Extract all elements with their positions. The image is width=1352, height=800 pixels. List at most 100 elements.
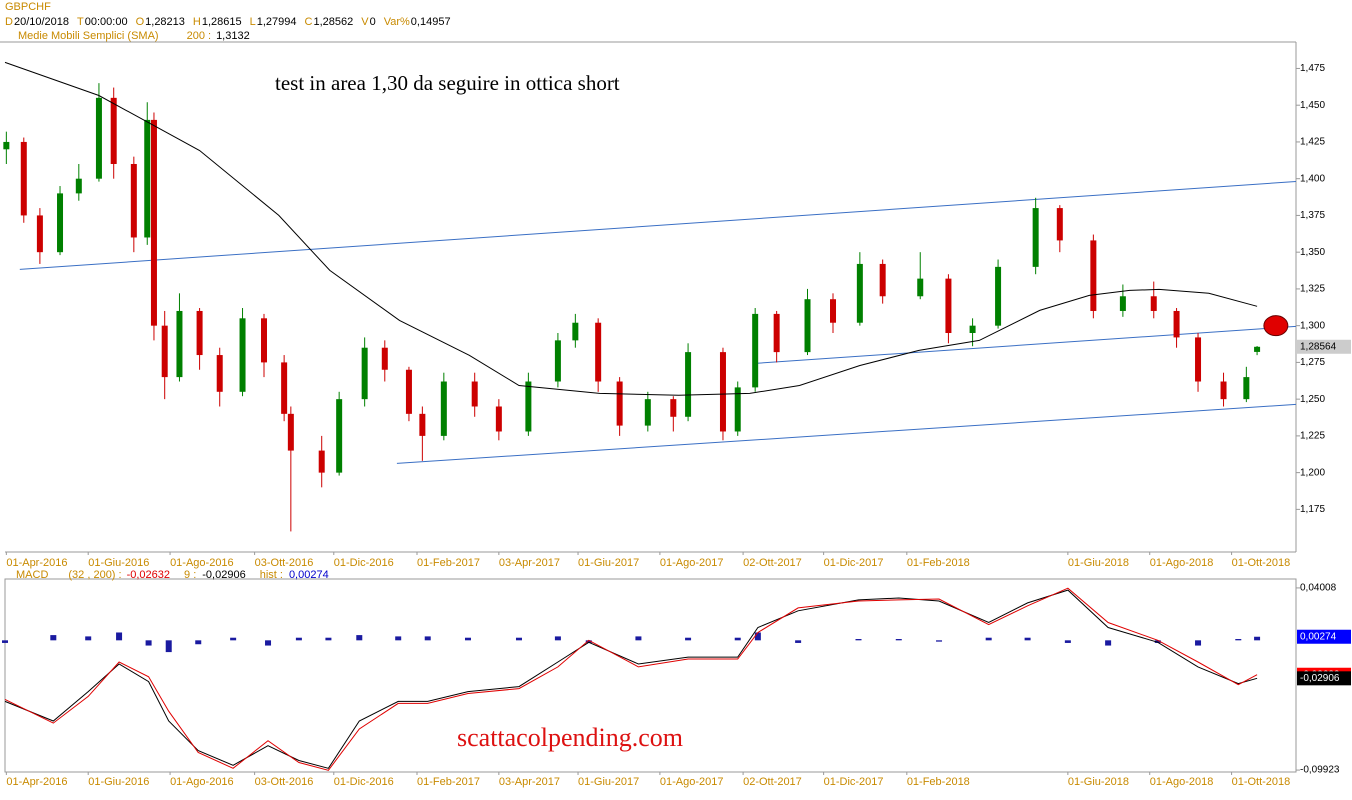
candle-body xyxy=(945,278,952,334)
candle-body xyxy=(405,369,412,414)
candle-body xyxy=(830,299,837,323)
candle-body xyxy=(1195,337,1202,382)
candle-body xyxy=(381,347,388,370)
info-label: V xyxy=(361,16,369,28)
candle-body xyxy=(856,263,863,323)
candle-body xyxy=(196,310,203,356)
x-tick-label: 01-Ott-2018 xyxy=(1232,557,1291,569)
indicator-label: Medie Mobili Semplici (SMA) xyxy=(18,30,159,42)
candle-body xyxy=(144,119,151,238)
value-box-label: -0,02906 xyxy=(1300,673,1340,684)
sma-line xyxy=(4,61,1258,396)
x-tick-label: 01-Giu-2017 xyxy=(578,557,639,569)
last-price-label: 1,28564 xyxy=(1300,341,1337,352)
hist-bar xyxy=(515,637,522,641)
candle-body xyxy=(239,318,246,392)
candle-body xyxy=(150,119,157,326)
macd-label: MACD xyxy=(16,569,48,581)
candle-body xyxy=(161,325,168,378)
y-tick-label: 1,350 xyxy=(1300,247,1325,258)
candle-body xyxy=(130,163,137,238)
value-box xyxy=(1297,629,1351,644)
hist-bar xyxy=(195,640,202,645)
candle-body xyxy=(95,97,102,179)
info-label: Var% xyxy=(384,16,410,28)
hist-bar xyxy=(585,640,592,643)
hist-bar xyxy=(2,640,8,643)
x-tick-label: 01-Ago-2016 xyxy=(170,557,234,569)
y-tick-label: 1,200 xyxy=(1300,467,1325,478)
candle-body xyxy=(734,387,741,432)
trendline xyxy=(19,181,1297,270)
hist-bar xyxy=(265,640,272,646)
info-label: O xyxy=(136,16,145,28)
info-label: D xyxy=(5,16,13,28)
x-tick-label: 01-Giu-2017 xyxy=(578,776,639,788)
info-value: 1,28615 xyxy=(202,16,242,28)
candle-body xyxy=(644,399,651,426)
candle-body xyxy=(318,450,325,473)
y-tick-label: 1,275 xyxy=(1300,357,1325,368)
candle-body xyxy=(57,193,64,253)
x-tick-label: 01-Dic-2017 xyxy=(824,557,884,569)
candle-body xyxy=(110,97,117,164)
candle-body xyxy=(879,263,886,297)
hist-bar xyxy=(635,636,642,641)
candle-body xyxy=(1056,208,1063,241)
candle-body xyxy=(75,178,82,194)
trendline xyxy=(755,325,1297,364)
y-tick-label: 1,450 xyxy=(1300,100,1325,111)
x-tick-label: 03-Ott-2016 xyxy=(255,776,314,788)
info-label: L xyxy=(250,16,256,28)
candle-body xyxy=(670,399,677,417)
y-tick-label: -0,09923 xyxy=(1300,765,1340,776)
x-tick-label: 01-Dic-2017 xyxy=(824,776,884,788)
info-value: 00:00:00 xyxy=(85,16,128,28)
candle-body xyxy=(917,278,924,297)
candle-body xyxy=(572,322,579,341)
candle-body xyxy=(20,141,27,216)
hist-bar xyxy=(1105,640,1112,646)
y-tick-label: 1,250 xyxy=(1300,394,1325,405)
candle-body xyxy=(685,352,692,417)
info-value: 1,27994 xyxy=(257,16,297,28)
x-tick-label: 01-Feb-2018 xyxy=(907,557,970,569)
y-tick-label: 1,475 xyxy=(1300,63,1325,74)
indicator-value: 1,3132 xyxy=(216,30,250,42)
x-tick-label: 02-Ott-2017 xyxy=(743,776,802,788)
candle-body xyxy=(1173,310,1180,338)
candle-body xyxy=(995,266,1002,326)
x-tick-label: 01-Ago-2017 xyxy=(660,557,724,569)
info-label: T xyxy=(77,16,84,28)
candle-body xyxy=(1090,240,1097,311)
hist-bar xyxy=(685,637,692,641)
info-line: D20/10/2018 T00:00:00 O1,28213 H1,28615 L1,2… xyxy=(5,16,451,28)
hist-bar xyxy=(1064,640,1071,643)
candle-body xyxy=(440,381,447,436)
candle-body xyxy=(554,340,561,382)
x-tick-label: 01-Dic-2016 xyxy=(334,776,394,788)
candle-body xyxy=(1119,296,1126,311)
hist-bar xyxy=(1195,640,1202,646)
macd-params: (32 , 200) : xyxy=(68,569,121,581)
x-tick-label: 01-Feb-2018 xyxy=(907,776,970,788)
y-tick-label: 0,04008 xyxy=(1300,583,1337,594)
hist-bar xyxy=(424,636,431,641)
x-tick-label: 02-Ott-2017 xyxy=(743,557,802,569)
hist-bar xyxy=(734,637,741,641)
last-price-box xyxy=(1297,339,1351,354)
hist-bar xyxy=(1254,636,1261,641)
macd-value: -0,02632 xyxy=(127,569,170,581)
watermark: scattacolpending.com xyxy=(457,723,683,752)
value-box xyxy=(1297,671,1351,686)
marker xyxy=(1263,315,1289,337)
x-tick-label: 01-Ago-2018 xyxy=(1150,557,1214,569)
info-value: 1,28213 xyxy=(145,16,185,28)
y-tick-label: 1,425 xyxy=(1300,137,1325,148)
x-tick-label: 01-Feb-2017 xyxy=(417,557,480,569)
candle-body xyxy=(616,381,623,426)
hist-bar xyxy=(895,639,902,641)
info-label: H xyxy=(193,16,201,28)
y-tick-label: 1,375 xyxy=(1300,210,1325,221)
